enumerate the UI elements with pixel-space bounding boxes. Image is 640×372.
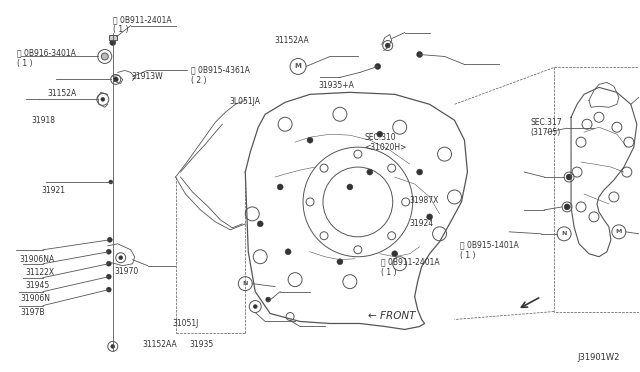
Text: 31945: 31945 [26, 281, 50, 290]
Text: Ⓝ 0B911-2401A
( 1 ): Ⓝ 0B911-2401A ( 1 ) [113, 15, 172, 35]
Text: J31901W2: J31901W2 [577, 353, 620, 362]
Circle shape [377, 131, 383, 137]
Text: 31152AA: 31152AA [143, 340, 177, 349]
Text: M: M [294, 64, 301, 70]
Text: N: N [243, 281, 248, 286]
Text: M: M [616, 229, 622, 234]
Text: 31913W: 31913W [132, 72, 164, 81]
Text: 3197B: 3197B [20, 308, 45, 317]
Circle shape [108, 341, 118, 352]
Text: 31921: 31921 [42, 186, 65, 195]
Text: N: N [561, 231, 567, 236]
Circle shape [285, 249, 291, 255]
Circle shape [427, 214, 433, 220]
Text: Ⓜ 0B915-1401A
( 1 ): Ⓜ 0B915-1401A ( 1 ) [460, 241, 519, 260]
Circle shape [111, 344, 115, 349]
Circle shape [106, 261, 111, 266]
Circle shape [392, 251, 397, 257]
Circle shape [98, 49, 112, 64]
Text: Ⓝ 0B911-2401A
( 1 ): Ⓝ 0B911-2401A ( 1 ) [381, 258, 439, 277]
Bar [109, 35, 116, 39]
Circle shape [110, 39, 116, 45]
Circle shape [417, 169, 422, 175]
Circle shape [106, 287, 111, 292]
Circle shape [277, 184, 283, 190]
Text: 31918: 31918 [32, 116, 56, 125]
Circle shape [266, 297, 271, 302]
Text: 31935+A: 31935+A [319, 81, 355, 90]
Circle shape [106, 249, 111, 254]
Text: 31152AA: 31152AA [274, 36, 309, 45]
Circle shape [253, 305, 257, 308]
Text: 31970: 31970 [115, 267, 139, 276]
Text: 31987X: 31987X [409, 196, 438, 205]
Text: SEC.310
<31020H>: SEC.310 <31020H> [365, 132, 407, 152]
Circle shape [367, 169, 373, 175]
Circle shape [385, 43, 390, 48]
Circle shape [347, 184, 353, 190]
Circle shape [106, 274, 111, 279]
Text: 31152A: 31152A [47, 89, 76, 98]
Circle shape [101, 53, 108, 60]
Circle shape [375, 64, 381, 70]
Text: 31122X: 31122X [26, 268, 54, 277]
Text: 31906N: 31906N [20, 294, 51, 303]
Circle shape [564, 204, 570, 210]
Circle shape [101, 97, 105, 101]
Text: 31935: 31935 [189, 340, 214, 349]
Text: ← FRONT: ← FRONT [368, 311, 415, 321]
Circle shape [307, 137, 313, 143]
Circle shape [109, 180, 113, 184]
Circle shape [566, 174, 572, 180]
Circle shape [108, 237, 112, 242]
Text: 3L051JA: 3L051JA [230, 97, 260, 106]
Text: Ⓝ 0B916-3401A
( 1 ): Ⓝ 0B916-3401A ( 1 ) [17, 48, 76, 68]
Circle shape [337, 259, 343, 265]
Text: 31906NA: 31906NA [19, 255, 54, 264]
Circle shape [257, 221, 263, 227]
Text: SEC.317
(31705): SEC.317 (31705) [531, 118, 562, 137]
Circle shape [417, 51, 422, 58]
Text: Ⓜ 0B915-4361A
( 2 ): Ⓜ 0B915-4361A ( 2 ) [191, 65, 250, 84]
Circle shape [119, 256, 123, 260]
Text: 31051J: 31051J [172, 320, 198, 328]
Text: 31924: 31924 [409, 219, 433, 228]
Circle shape [113, 77, 118, 82]
